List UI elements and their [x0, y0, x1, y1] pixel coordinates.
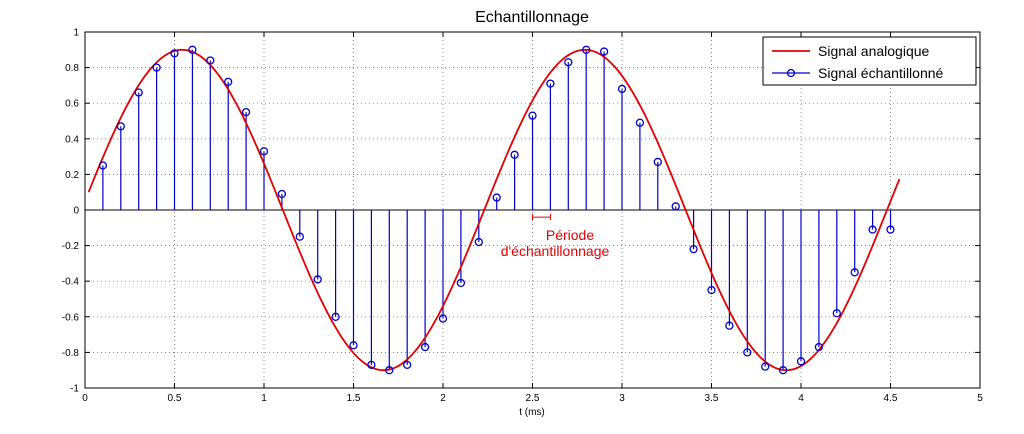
sample-markers [98, 45, 895, 375]
x-axis-label: t (ms) [519, 407, 545, 418]
axis-ticks: 0 0.5 1 1.5 2 2.5 3 3.5 4 4.5 5 -1 -0.8 -0.6 -0.4 -0.2 0… [62, 28, 983, 405]
legend-box [762, 36, 977, 86]
sample-marker [385, 366, 394, 375]
analog-signal-line [87, 48, 901, 372]
sample-stems [102, 49, 892, 371]
x-tick-label: 4 [798, 393, 804, 404]
sample-marker [152, 63, 161, 72]
legend-sampled-label: Signal échantillonné [818, 65, 944, 81]
y-tick-label: -0.2 [62, 241, 80, 252]
y-tick-label: 0.8 [65, 63, 79, 74]
x-tick-label: 2.5 [526, 393, 540, 404]
chart-title: Echantillonnage [475, 9, 589, 26]
sample-marker [546, 79, 555, 88]
sample-marker [528, 111, 537, 120]
y-tick-label: 0.4 [65, 134, 79, 145]
sample-marker [331, 312, 340, 321]
sample-marker [420, 342, 430, 352]
sample-marker [206, 56, 215, 65]
x-tick-label: 3.5 [705, 393, 719, 404]
sample-marker [778, 366, 788, 375]
y-tick-label: -1 [70, 384, 79, 395]
sample-marker [259, 147, 269, 156]
sample-marker [170, 49, 179, 58]
sample-marker [564, 58, 573, 67]
sample-marker [653, 157, 662, 167]
sample-marker [599, 47, 609, 56]
sample-marker [761, 362, 770, 371]
sample-marker [832, 309, 841, 318]
annotation-line-2: d'échantillonnage [501, 243, 610, 259]
sample-marker [98, 161, 108, 170]
y-tick-label: 0 [73, 206, 79, 217]
x-tick-label: 1.5 [347, 393, 361, 404]
legend: Signal analogique Signal échantillonné [762, 36, 977, 86]
sample-marker [510, 150, 519, 159]
sampling-period-annotation: Période d'échantillonnage [501, 214, 610, 259]
x-tick-label: 2 [440, 393, 446, 404]
y-tick-label: -0.8 [62, 348, 80, 359]
sample-marker [224, 77, 233, 86]
sample-marker [725, 321, 734, 330]
sample-marker [367, 360, 376, 370]
sample-marker [456, 278, 466, 288]
x-tick-label: 4.5 [884, 393, 898, 404]
annotation-line-1: Période [546, 227, 594, 243]
x-tick-label: 0 [82, 393, 88, 404]
sample-marker [403, 360, 412, 370]
sample-marker [582, 45, 591, 54]
sample-marker [689, 245, 698, 254]
sample-marker [707, 285, 716, 295]
legend-analog-label: Signal analogique [818, 43, 930, 59]
sample-marker [796, 357, 806, 366]
sample-marker [116, 122, 125, 131]
sample-marker [886, 225, 895, 234]
x-tick-label: 0.5 [168, 393, 182, 404]
legend-sampled-marker [786, 68, 796, 78]
y-tick-label: 0.2 [65, 170, 79, 181]
sample-marker [295, 232, 304, 241]
sample-marker [241, 107, 251, 117]
sample-marker [850, 268, 859, 277]
sample-marker [492, 193, 501, 202]
sample-marker [313, 275, 322, 284]
sample-marker [617, 84, 627, 94]
sample-marker [134, 88, 143, 97]
sample-marker [438, 314, 448, 323]
sample-marker [671, 202, 680, 211]
y-tick-label: -0.4 [62, 277, 80, 288]
x-tick-label: 1 [261, 393, 267, 404]
x-tick-label: 5 [977, 393, 983, 404]
sample-marker [277, 189, 287, 199]
sample-marker [349, 341, 358, 350]
y-tick-label: 1 [73, 28, 79, 39]
y-tick-label: -0.6 [62, 312, 80, 323]
x-tick-label: 3 [619, 393, 625, 404]
sample-marker [868, 225, 877, 234]
sample-marker [188, 45, 197, 54]
sample-marker [743, 348, 752, 357]
sample-marker [474, 237, 483, 247]
y-tick-label: 0.6 [65, 99, 79, 110]
sample-marker [635, 118, 645, 127]
sample-marker [814, 342, 824, 352]
